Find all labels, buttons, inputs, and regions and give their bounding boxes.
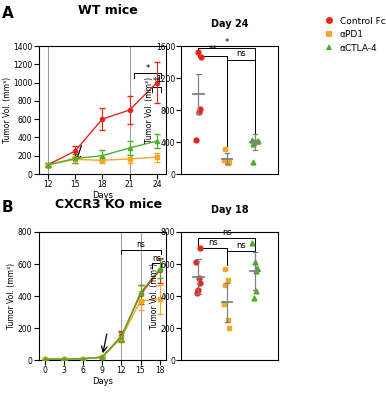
Text: B: B [2, 200, 14, 215]
X-axis label: Days: Days [92, 377, 113, 386]
Text: ns: ns [137, 240, 146, 249]
Y-axis label: Tumor Vol. (mm³): Tumor Vol. (mm³) [150, 263, 159, 329]
Text: ns: ns [236, 49, 246, 58]
Text: WT mice: WT mice [78, 4, 138, 17]
Text: ns: ns [152, 254, 161, 263]
Y-axis label: Tumor Vol. (mm³): Tumor Vol. (mm³) [146, 77, 154, 143]
Text: ns: ns [236, 241, 246, 250]
Text: ns: ns [208, 238, 218, 247]
Text: **: ** [152, 77, 161, 86]
Text: **: ** [208, 45, 217, 54]
X-axis label: Days: Days [92, 191, 113, 200]
Title: Day 24: Day 24 [211, 18, 249, 28]
Text: *: * [146, 64, 150, 72]
Text: A: A [2, 6, 14, 21]
Title: Day 18: Day 18 [211, 204, 249, 214]
Text: *: * [225, 38, 229, 47]
Text: CXCR3 KO mice: CXCR3 KO mice [54, 198, 162, 211]
Y-axis label: Tumor Vol. (mm³): Tumor Vol. (mm³) [3, 77, 12, 143]
Y-axis label: Tumor Vol. (mm³): Tumor Vol. (mm³) [7, 263, 16, 329]
Legend: Control Fc, αPD1, αCTLA-4: Control Fc, αPD1, αCTLA-4 [320, 16, 385, 52]
Text: ns: ns [222, 228, 232, 237]
